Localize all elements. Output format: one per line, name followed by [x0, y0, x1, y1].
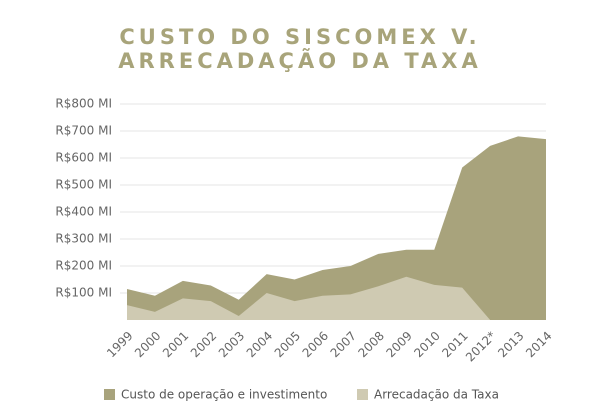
y-tick-label: R$600 MI	[55, 151, 112, 165]
x-tick-label: 2010	[411, 329, 442, 360]
x-tick-label: 1999	[104, 329, 135, 360]
x-tick-label: 2012*	[463, 329, 499, 365]
y-tick-label: R$700 MI	[55, 124, 112, 138]
y-tick-label: R$400 MI	[55, 205, 112, 219]
x-tick-label: 2001	[160, 329, 191, 360]
chart-title: ARRECADAÇÃO DA TAXA	[118, 48, 482, 73]
area	[127, 136, 546, 320]
x-tick-label: 2013	[495, 329, 526, 360]
area	[127, 276, 491, 320]
legend-swatch	[104, 389, 115, 400]
y-tick-label: R$100 MI	[55, 286, 112, 300]
y-tick-label: R$200 MI	[55, 259, 112, 273]
y-tick-label: R$300 MI	[55, 232, 112, 246]
x-tick-label: 2006	[300, 329, 331, 360]
x-tick-label: 2003	[216, 329, 247, 360]
y-tick-label: R$500 MI	[55, 178, 112, 192]
chart-title: CUSTO DO SISCOMEX V.	[119, 25, 480, 49]
legend-label: Arrecadação da Taxa	[374, 388, 499, 402]
x-tick-label: 2007	[328, 329, 359, 360]
legend-swatch	[357, 389, 368, 400]
x-tick-label: 2009	[383, 329, 414, 360]
y-tick-label: R$800 MI	[55, 97, 112, 111]
x-tick-label: 2008	[355, 329, 386, 360]
x-tick-label: 2014	[523, 329, 554, 360]
x-tick-label: 2002	[188, 329, 219, 360]
x-tick-label: 2000	[132, 329, 163, 360]
legend-label: Custo de operação e investimento	[121, 388, 327, 402]
x-tick-label: 2004	[244, 329, 275, 360]
x-tick-label: 2005	[272, 329, 303, 360]
